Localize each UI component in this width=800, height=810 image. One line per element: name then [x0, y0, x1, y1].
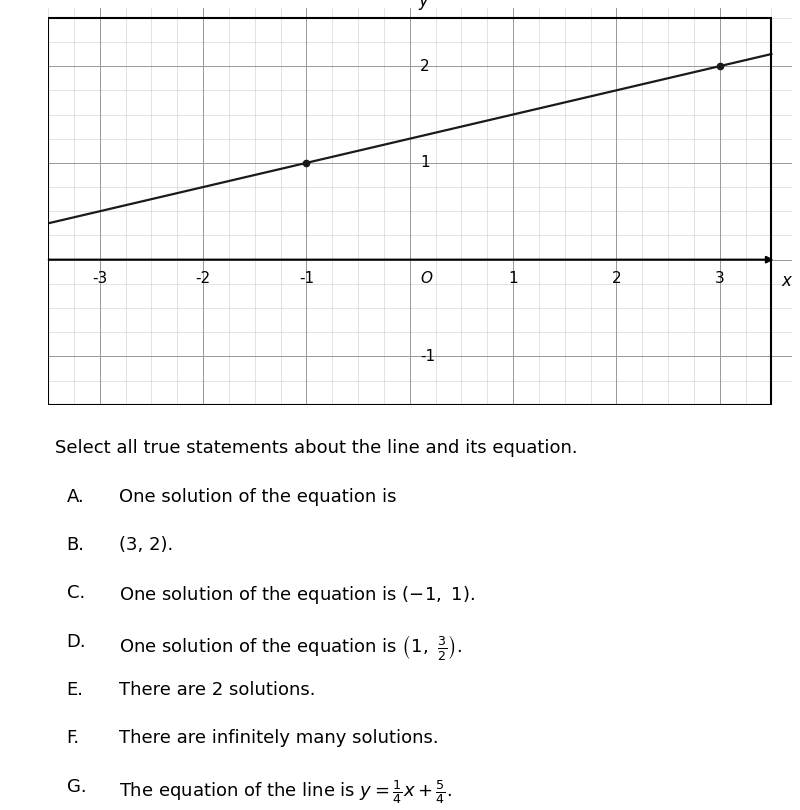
Text: 1: 1 [420, 156, 430, 170]
Text: O: O [420, 271, 432, 286]
Text: The equation of the line is $y = \frac{1}{4}x + \frac{5}{4}$.: The equation of the line is $y = \frac{1… [118, 778, 451, 806]
Text: -3: -3 [92, 271, 107, 286]
Text: 2: 2 [420, 58, 430, 74]
Text: One solution of the equation is: One solution of the equation is [118, 488, 396, 505]
Text: There are 2 solutions.: There are 2 solutions. [118, 681, 315, 699]
Text: x: x [782, 272, 791, 290]
Text: y: y [418, 0, 428, 11]
Text: A.: A. [66, 488, 84, 505]
Text: -1: -1 [420, 349, 435, 364]
Text: 3: 3 [714, 271, 725, 286]
Text: There are infinitely many solutions.: There are infinitely many solutions. [118, 729, 438, 748]
Text: -1: -1 [298, 271, 314, 286]
Text: (3, 2).: (3, 2). [118, 536, 173, 554]
Text: D.: D. [66, 633, 86, 650]
Text: One solution of the equation is $(-1,\ 1)$.: One solution of the equation is $(-1,\ 1… [118, 584, 474, 607]
Text: One solution of the equation is $\left(1,\ \frac{3}{2}\right)$.: One solution of the equation is $\left(1… [118, 633, 462, 662]
Text: F.: F. [66, 729, 80, 748]
Text: E.: E. [66, 681, 83, 699]
Text: C.: C. [66, 584, 85, 603]
Text: 2: 2 [611, 271, 621, 286]
Text: B.: B. [66, 536, 85, 554]
Text: -2: -2 [195, 271, 210, 286]
Text: 1: 1 [508, 271, 518, 286]
Text: Select all true statements about the line and its equation.: Select all true statements about the lin… [55, 439, 578, 457]
Text: G.: G. [66, 778, 86, 795]
